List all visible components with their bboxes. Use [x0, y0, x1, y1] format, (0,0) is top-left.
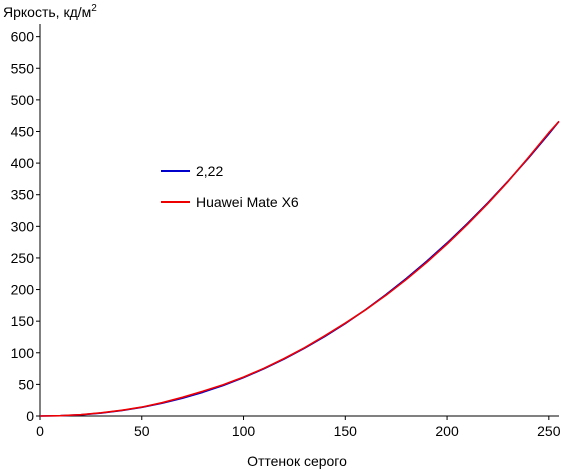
x-axis-title: Оттенок серого — [247, 453, 347, 469]
y-tick-label: 400 — [11, 155, 35, 171]
y-tick-label: 450 — [11, 123, 35, 139]
x-tick-label: 150 — [334, 423, 358, 439]
x-tick-label: 250 — [537, 423, 561, 439]
x-tick-label: 100 — [232, 423, 256, 439]
y-tick-label: 150 — [11, 313, 35, 329]
y-tick-label: 300 — [11, 218, 35, 234]
x-tick-label: 200 — [435, 423, 459, 439]
y-tick-label: 0 — [26, 408, 34, 424]
series-line-2 — [39, 120, 560, 417]
legend-label-2: Huawei Mate X6 — [196, 194, 299, 210]
y-tick-label: 100 — [11, 345, 35, 361]
y-tick-label: 500 — [11, 92, 35, 108]
x-tick-label: 50 — [134, 423, 150, 439]
legend: 2,22 Huawei Mate X6 — [161, 163, 299, 210]
y-tick-label: 50 — [18, 376, 34, 392]
axis-ticks: 0 50 100 150 200 250 300 350 400 450 500 550 600 0 50 1… — [11, 29, 561, 439]
series-lines — [39, 120, 560, 417]
x-tick-label: 0 — [36, 423, 44, 439]
legend-label-1: 2,22 — [196, 163, 223, 179]
y-tick-label: 200 — [11, 282, 35, 298]
y-tick-label: 600 — [11, 29, 35, 45]
plot-area — [39, 24, 559, 417]
y-tick-label: 250 — [11, 250, 35, 266]
y-tick-label: 350 — [11, 187, 35, 203]
series-line-1 — [39, 120, 560, 417]
y-tick-label: 550 — [11, 60, 35, 76]
y-axis-title: Яркость, кд/м2 — [3, 3, 97, 20]
